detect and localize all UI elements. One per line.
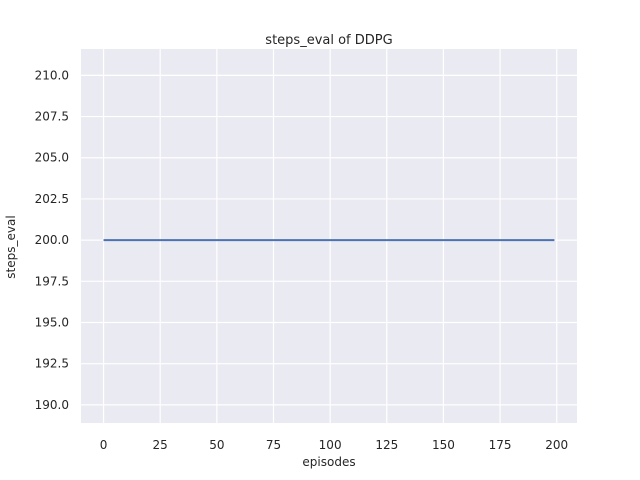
y-tick-label: 190.0: [35, 398, 69, 412]
y-tick-label: 192.5: [35, 357, 69, 371]
plot-background: [81, 49, 577, 423]
x-tick-label: 200: [545, 438, 568, 452]
y-tick-label: 207.5: [35, 110, 69, 124]
x-tick-label: 100: [319, 438, 342, 452]
x-tick-label: 150: [432, 438, 455, 452]
x-tick-label: 125: [375, 438, 398, 452]
x-tick-label: 0: [100, 438, 108, 452]
x-tick-label: 25: [153, 438, 168, 452]
y-tick-label: 195.0: [35, 315, 69, 329]
x-tick-label: 75: [266, 438, 281, 452]
x-tick-label: 175: [489, 438, 512, 452]
x-axis-label: episodes: [302, 455, 356, 469]
y-axis-label: steps_eval: [4, 215, 18, 279]
y-tick-label: 200.0: [35, 233, 69, 247]
y-tick-label: 205.0: [35, 151, 69, 165]
y-tick-label: 202.5: [35, 192, 69, 206]
y-tick-label: 197.5: [35, 274, 69, 288]
y-tick-label: 210.0: [35, 68, 69, 82]
x-tick-label: 50: [209, 438, 224, 452]
chart-title: steps_eval of DDPG: [265, 33, 393, 48]
